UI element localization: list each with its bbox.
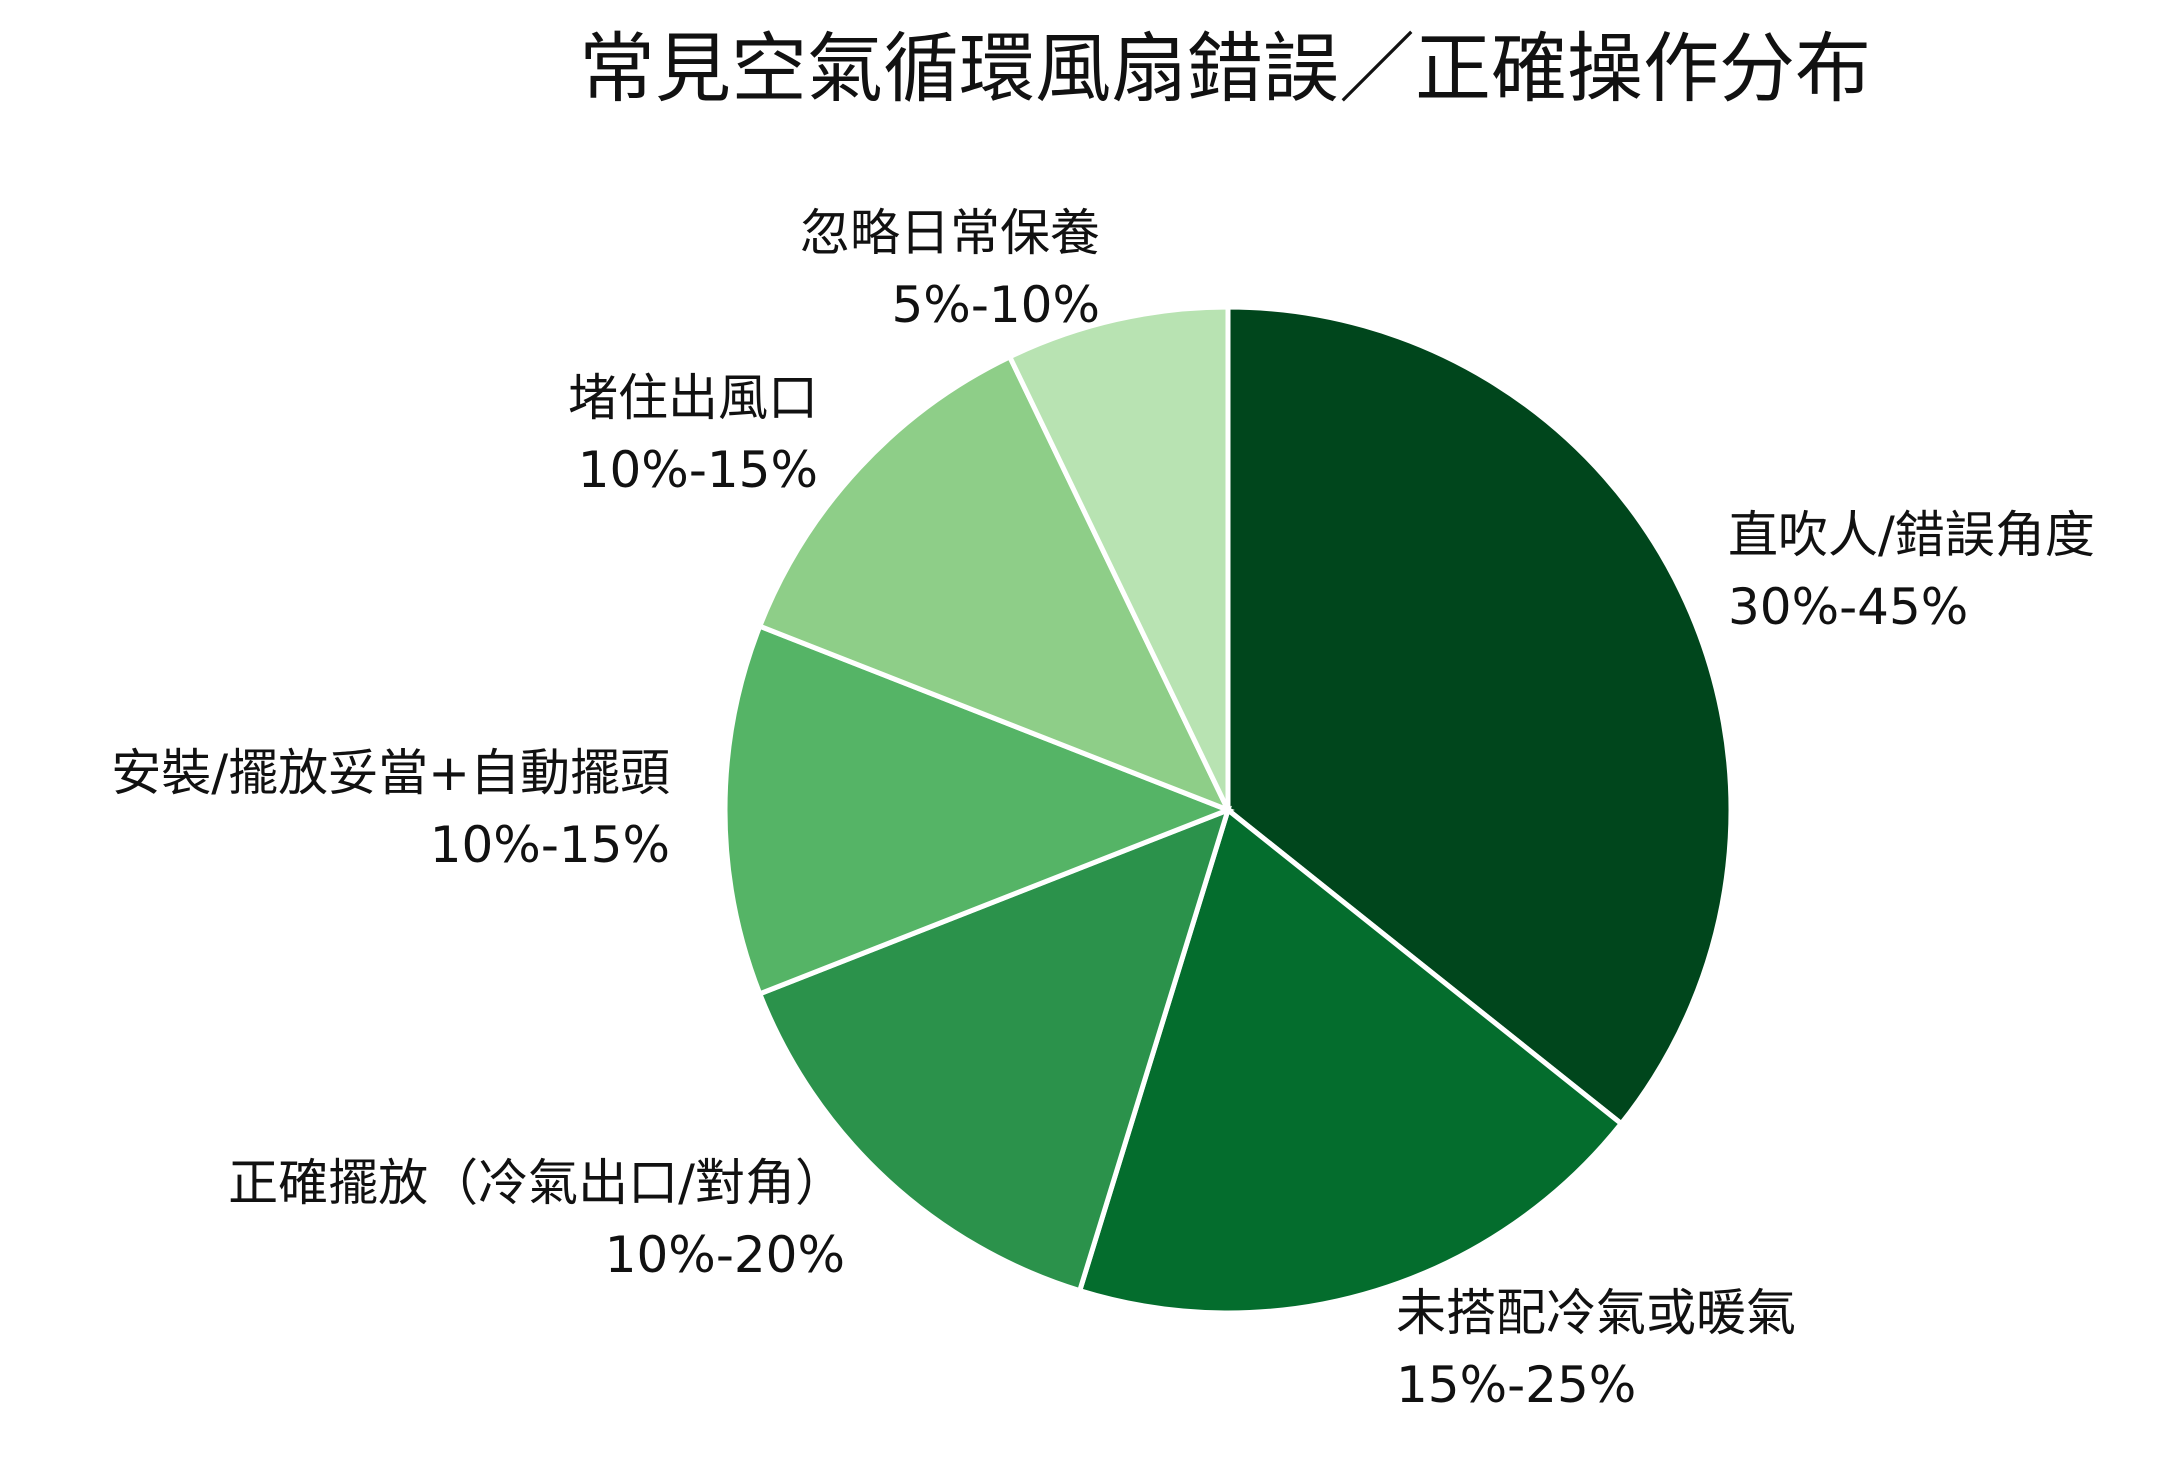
slice-label-name: 忽略日常保養: [800, 204, 1100, 262]
slice-label-range: 10%-20%: [605, 1226, 845, 1284]
pie-slice-2: [1076, 805, 1625, 1316]
pie-slice-6: [1006, 304, 1231, 812]
pie-slice-4: [722, 622, 1235, 998]
slice-label-name: 直吹人/錯誤角度: [1728, 506, 2095, 564]
slice-label-range: 10%-15%: [430, 816, 670, 874]
slice-label-name: 正確擺放（冷氣出口/對角）: [228, 1154, 845, 1212]
slice-label-range: 15%-25%: [1396, 1356, 1636, 1414]
slice-label-5: 堵住出風口 10%-15%: [568, 369, 818, 499]
slice-label-name: 堵住出風口: [568, 369, 818, 427]
slice-label-name: 未搭配冷氣或暖氣: [1396, 1284, 1796, 1342]
slice-label-range: 5%-10%: [892, 276, 1101, 334]
slice-label-range: 10%-15%: [578, 441, 818, 499]
slice-label-range: 30%-45%: [1728, 578, 1968, 636]
slice-label-1: 直吹人/錯誤角度 30%-45%: [1728, 506, 2095, 636]
slice-label-2: 未搭配冷氣或暖氣 15%-25%: [1396, 1284, 1796, 1414]
slice-labels: 直吹人/錯誤角度 30%-45% 未搭配冷氣或暖氣 15%-25% 正確擺放（冷氣出口/…: [111, 204, 2095, 1414]
pie-slice-1: [1225, 304, 1734, 1128]
pie-slice-5: [756, 353, 1234, 815]
pie-slices: [722, 304, 1734, 1316]
slice-label-3: 正確擺放（冷氣出口/對角） 10%-20%: [228, 1154, 845, 1284]
slice-label-4: 安裝/擺放妥當+自動擺頭 10%-15%: [111, 744, 670, 874]
slice-label-name: 安裝/擺放妥當+自動擺頭: [111, 744, 670, 802]
slice-label-6: 忽略日常保養 5%-10%: [800, 204, 1100, 334]
pie-slice-3: [756, 805, 1232, 1294]
chart-title: 常見空氣循環風扇錯誤／正確操作分布: [579, 24, 1871, 113]
